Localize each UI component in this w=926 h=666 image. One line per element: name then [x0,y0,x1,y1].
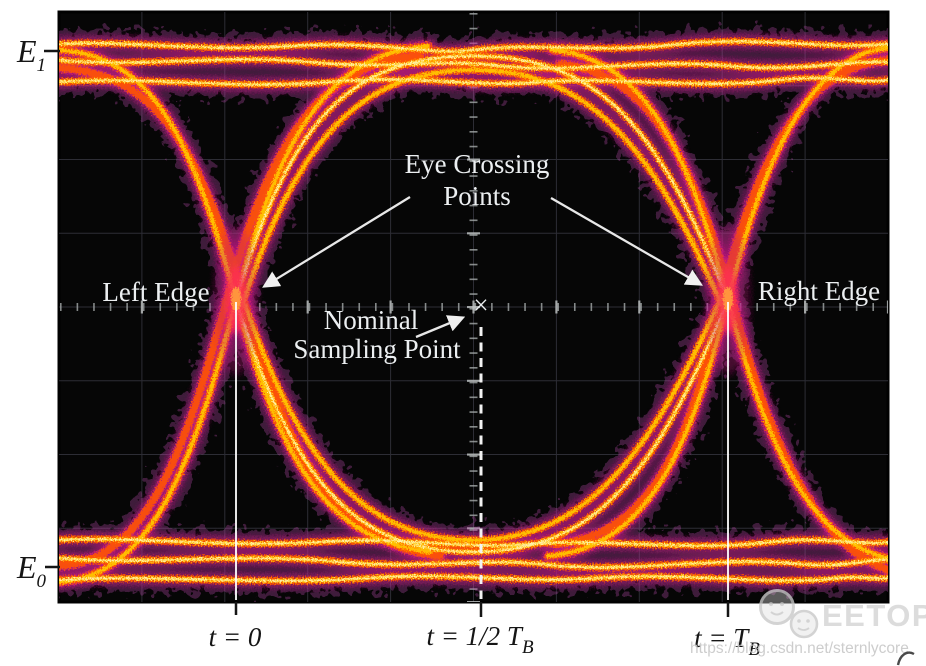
eetop-logo-text: EETOP [822,598,926,633]
logo-bubble-large [759,589,795,625]
eye-crossing-label-line2: Points [443,181,511,211]
logo-smile [770,611,784,616]
crossing-glow-left [214,225,258,375]
logo-eye-dot [769,602,773,606]
nominal-label-line1: Nominal [324,305,419,335]
logo-eye-dot [806,619,810,623]
t-half-label: t = 1/2 TB [426,621,534,658]
sampling-point-x-marker: × [473,290,488,320]
logo-smile [797,627,810,631]
arrow-to-right-crossing [550,197,703,286]
eye-traces [59,41,888,582]
e1-level-label: E1 [16,33,46,76]
e0-level-label: E0 [16,549,47,592]
logo-eye-dot [797,619,801,623]
t-zero-label: t = 0 [209,622,262,652]
trace-bundle [59,41,888,582]
t-bit-label: t = TB [694,623,760,660]
logo-bubble-small [789,609,819,639]
screen-annotations: Eye Crossing Points Left Edge Right Edge… [102,149,880,600]
csdn-url-watermark: https://blog.csdn.net/sternlycore [690,640,909,657]
crossing-glow-right [706,225,750,375]
right-edge-label: Right Edge [758,276,880,306]
outer-axis-labels: E1 E0 t = 0 t = 1/2 TB t = TB [16,33,760,660]
corner-artifact-mark [896,651,915,666]
arrow-to-left-crossing [262,196,411,288]
eetop-logo: EETOP [759,589,926,639]
eye-crossing-label-line1: Eye Crossing [405,149,550,179]
nominal-label-line2: Sampling Point [293,334,461,364]
watermarks: EETOP https://blog.csdn.net/sternlycore [690,589,926,666]
left-edge-label: Left Edge [102,277,209,307]
arrow-to-sampling-point [415,315,466,339]
logo-eye-dot [780,602,784,606]
